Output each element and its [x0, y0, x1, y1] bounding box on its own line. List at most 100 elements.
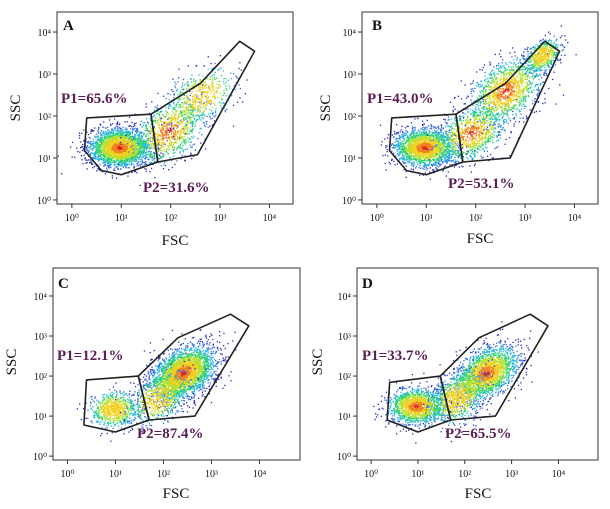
event-dot: [149, 137, 152, 139]
event-dot: [94, 143, 96, 145]
event-dot: [123, 146, 125, 148]
event-dot: [110, 134, 112, 137]
event-dot: [110, 150, 112, 152]
event-dot: [147, 138, 150, 140]
event-dot: [171, 166, 173, 169]
event-dot: [413, 162, 415, 164]
event-dot: [104, 156, 106, 159]
event-dot: [125, 134, 127, 137]
event-dot: [80, 155, 83, 157]
event-dot: [120, 165, 122, 167]
event-dot: [144, 129, 146, 131]
event-dot: [186, 97, 188, 99]
event-dot: [174, 130, 177, 132]
event-dot: [193, 84, 195, 86]
event-dot: [86, 131, 88, 133]
event-dot: [220, 95, 222, 97]
event-dot: [194, 82, 196, 85]
event-dot: [111, 144, 113, 146]
event-dot: [136, 150, 138, 152]
event-dot: [171, 136, 174, 138]
event-dot: [131, 157, 133, 159]
event-dot: [183, 124, 185, 127]
event-dot: [124, 131, 126, 133]
event-dot: [139, 134, 141, 137]
event-dot: [171, 145, 174, 147]
event-dot: [168, 127, 171, 129]
event-dot: [162, 153, 164, 155]
event-dot: [183, 94, 185, 96]
event-dot: [122, 140, 125, 143]
event-dot: [180, 137, 182, 139]
event-dot: [186, 82, 188, 84]
event-dot: [171, 125, 173, 127]
event-dot: [110, 151, 112, 153]
event-dot: [102, 126, 104, 128]
event-dot: [187, 115, 189, 117]
event-dot: [156, 122, 158, 125]
event-dot: [139, 156, 141, 158]
event-dot: [213, 74, 215, 76]
event-dot: [106, 169, 108, 171]
event-dot: [123, 150, 125, 152]
event-dot: [189, 112, 191, 115]
event-dot: [103, 154, 105, 156]
event-dot: [193, 78, 195, 80]
event-dot: [112, 161, 114, 164]
event-dot: [110, 143, 112, 145]
event-dot: [405, 149, 407, 151]
event-dot: [177, 81, 179, 83]
event-dot: [128, 143, 131, 145]
event-dot: [141, 146, 143, 148]
event-dot: [139, 148, 141, 150]
event-dot: [115, 157, 117, 159]
event-dot: [161, 144, 163, 146]
event-dot: [181, 105, 183, 107]
event-dot: [206, 77, 208, 79]
event-dot: [120, 159, 122, 161]
event-dot: [98, 153, 100, 155]
event-dot: [137, 137, 139, 139]
event-dot: [168, 138, 171, 140]
event-dot: [206, 115, 208, 118]
event-dot: [125, 136, 127, 138]
event-dot: [115, 159, 118, 161]
event-dot: [167, 146, 170, 148]
event-dot: [405, 165, 408, 168]
event-dot: [146, 151, 148, 154]
event-dot: [96, 143, 99, 145]
event-dot: [177, 101, 179, 103]
event-dot: [169, 124, 171, 126]
event-dot: [236, 101, 239, 103]
event-dot: [210, 62, 212, 65]
event-dot: [99, 153, 101, 155]
event-dot: [419, 162, 421, 165]
event-dot: [178, 123, 180, 125]
event-dot: [139, 158, 141, 161]
event-dot: [116, 133, 118, 135]
event-dot: [95, 140, 97, 142]
event-dot: [153, 126, 155, 128]
event-dot: [145, 148, 147, 150]
event-dot: [128, 159, 131, 161]
event-dot: [115, 132, 117, 134]
event-dot: [166, 111, 168, 113]
event-dot: [110, 164, 113, 166]
event-dot: [187, 140, 189, 142]
event-dot: [89, 153, 92, 155]
event-dot: [145, 106, 147, 108]
event-dot: [179, 128, 181, 131]
event-dot: [115, 151, 117, 154]
event-dot: [418, 162, 420, 164]
event-dot: [81, 149, 83, 152]
event-dot: [77, 151, 79, 153]
event-dot: [89, 142, 91, 144]
event-dot: [180, 118, 182, 120]
event-dot: [88, 136, 90, 138]
event-dot: [103, 121, 105, 123]
event-dot: [116, 123, 118, 125]
event-dot: [101, 141, 103, 143]
event-dot: [112, 157, 114, 160]
event-dot: [105, 167, 108, 169]
event-dot: [142, 149, 144, 152]
